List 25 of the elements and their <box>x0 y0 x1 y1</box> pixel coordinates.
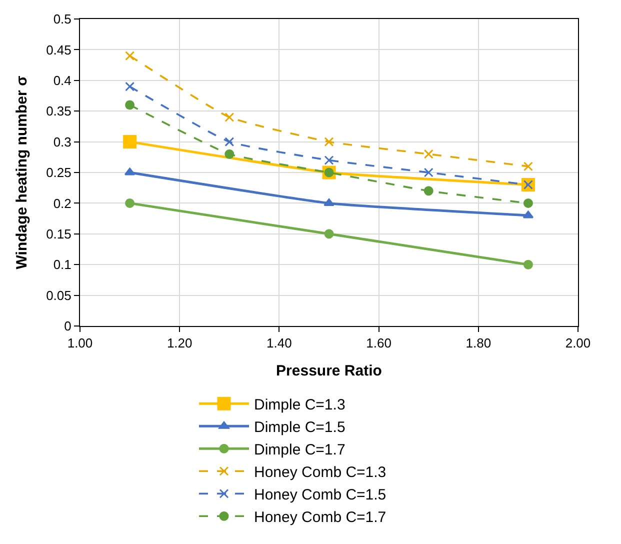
y-tick-label: 0.2 <box>53 196 72 211</box>
y-tick-label: 0.5 <box>53 12 72 27</box>
y-tick-label: 0.45 <box>46 42 72 58</box>
x-tick-label: 1.80 <box>466 336 492 351</box>
x-axis-title: Pressure Ratio <box>276 362 382 380</box>
legend-label: Honey Comb C=1.3 <box>254 464 386 481</box>
legend-label: Dimple C=1.7 <box>254 442 346 458</box>
legend-label: Dimple C=1.3 <box>254 396 346 414</box>
y-tick-label: 0.25 <box>46 165 72 180</box>
legend-label: Dimple C=1.5 <box>254 419 346 436</box>
x-tick-label: 1.60 <box>366 336 392 351</box>
y-tick-label: 0.4 <box>53 72 72 88</box>
y-tick-label: 0.05 <box>46 288 72 303</box>
y-tick-label: 0.15 <box>46 226 72 242</box>
y-tick-label: 0.1 <box>53 257 72 272</box>
y-axis-title: Windage heating number σ <box>13 76 30 270</box>
y-tick-label: 0 <box>64 318 72 334</box>
x-tick-label: 1.00 <box>67 336 93 351</box>
legend-label: Honey Comb C=1.5 <box>254 486 386 504</box>
y-tick-label: 0.3 <box>53 134 72 150</box>
x-tick-label: 2.00 <box>565 336 591 351</box>
legend-label: Honey Comb C=1.7 <box>254 509 386 526</box>
x-tick-label: 1.40 <box>266 336 292 351</box>
x-tick-label: 1.20 <box>166 336 192 351</box>
y-tick-label: 0.35 <box>46 104 72 119</box>
